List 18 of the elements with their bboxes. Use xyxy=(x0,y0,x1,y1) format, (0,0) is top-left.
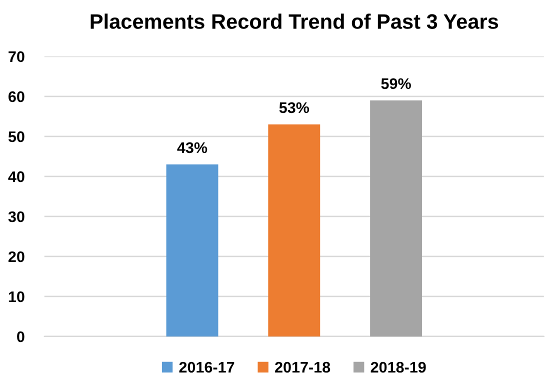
data-label: 59% xyxy=(381,78,411,90)
legend-label: 2018-19 xyxy=(370,362,426,373)
y-tick-label: 40 xyxy=(8,171,24,182)
bar xyxy=(166,164,218,336)
y-tick-label: 0 xyxy=(17,331,24,342)
data-label: 53% xyxy=(279,102,310,114)
bar xyxy=(370,100,422,336)
legend-label: 2016-17 xyxy=(179,362,234,373)
bar xyxy=(268,124,320,336)
y-tick-label: 10 xyxy=(8,291,24,302)
y-tick-label: 50 xyxy=(8,131,24,142)
y-tick-label: 20 xyxy=(8,251,24,262)
data-label: 43% xyxy=(177,142,208,154)
legend-label: 2017-18 xyxy=(275,362,330,373)
y-tick-label: 30 xyxy=(8,211,24,222)
chart-title: Placements Record Trend of Past 3 Years xyxy=(90,14,498,29)
y-tick-label: 60 xyxy=(8,91,24,102)
y-tick-label: 70 xyxy=(8,51,24,62)
